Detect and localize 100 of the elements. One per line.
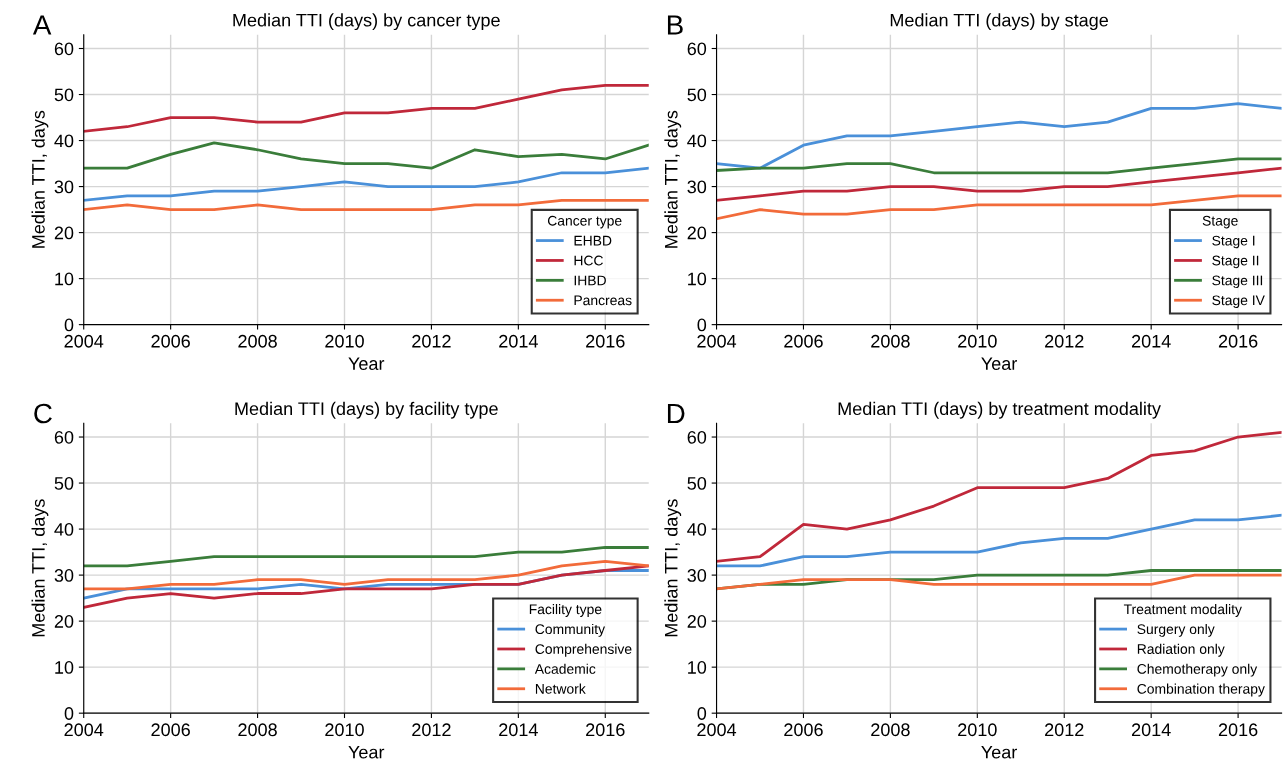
legend-label: HCC	[574, 255, 603, 266]
x-tick-label: 2014	[1132, 334, 1171, 348]
legend-label: Comprehensive	[535, 643, 632, 657]
x-tick-label: 2004	[697, 334, 737, 348]
y-axis-title: Median TTI, days	[664, 110, 682, 248]
y-tick-label: 0	[64, 707, 74, 720]
y-axis-title: Median TTI, days	[31, 110, 49, 248]
legend-label: Network	[535, 683, 586, 694]
x-tick-label: 2008	[238, 334, 277, 348]
legend-label: IHBD	[574, 275, 606, 286]
line-series	[83, 546, 649, 568]
y-tick-label: 20	[687, 226, 707, 240]
text: A	[32, 15, 52, 35]
y-tick-label: 10	[55, 272, 74, 286]
y-tick-label: 40	[687, 523, 707, 536]
x-tick-label: 2006	[784, 334, 823, 348]
x-tick-label: 2006	[784, 723, 823, 737]
legend-label: Surgery only	[1137, 623, 1215, 637]
legend-label: Pancreas	[574, 295, 632, 306]
y-tick-label: 0	[697, 318, 707, 332]
text: B	[667, 15, 683, 35]
y-tick-label: 0	[64, 318, 74, 332]
y-tick-label: 60	[687, 430, 707, 444]
legend-title: Stage	[1202, 215, 1238, 229]
x-axis-title: Year	[348, 745, 385, 759]
legend-label: Stage III	[1212, 275, 1263, 289]
line-series	[83, 141, 649, 170]
x-tick-label: 2016	[1218, 334, 1258, 348]
y-tick-label: 0	[697, 707, 707, 720]
legend-label: Combination therapy	[1137, 683, 1265, 697]
x-tick-label: 2012	[1045, 723, 1084, 737]
line-series	[716, 166, 1282, 202]
y-tick-label: 60	[54, 42, 74, 56]
y-tick-label: 20	[687, 615, 707, 628]
y-tick-label: 20	[54, 615, 74, 628]
legend-title: Facility type	[529, 604, 602, 617]
chart-title: Median TTI (days) by facility type	[235, 401, 498, 419]
x-axis-title: Year	[348, 357, 385, 371]
legend-label: Stage IV	[1212, 295, 1265, 308]
y-tick-label: 40	[687, 134, 707, 148]
line-series	[716, 431, 1282, 563]
y-tick-label: 50	[687, 88, 707, 102]
x-axis-title: Year	[981, 357, 1017, 371]
x-tick-label: 2010	[325, 334, 364, 348]
x-tick-label: 2006	[151, 334, 190, 348]
x-tick-label: 2012	[412, 723, 451, 737]
legend-title: Treatment modality	[1123, 604, 1242, 617]
legend-label: EHBD	[574, 235, 612, 246]
line-series	[716, 102, 1282, 170]
x-tick-label: 2012	[412, 334, 451, 348]
x-tick-label: 2010	[325, 723, 364, 737]
x-tick-label: 2014	[499, 334, 538, 348]
y-tick-label: 50	[54, 476, 74, 490]
x-tick-label: 2008	[871, 334, 910, 348]
x-tick-label: 2008	[238, 723, 277, 737]
x-tick-label: 2010	[958, 723, 997, 737]
legend-title: Cancer type	[547, 215, 622, 229]
text: C	[34, 403, 52, 424]
y-tick-label: 30	[54, 180, 74, 194]
x-axis-title: Year	[981, 745, 1017, 759]
x-tick-label: 2016	[586, 723, 625, 737]
x-tick-label: 2016	[586, 334, 625, 348]
y-tick-label: 10	[688, 272, 707, 286]
y-axis-title: Median TTI, days	[31, 499, 49, 637]
x-tick-label: 2004	[64, 723, 104, 737]
x-tick-label: 2010	[958, 334, 997, 348]
x-tick-label: 2008	[871, 723, 910, 737]
y-tick-label: 50	[54, 88, 74, 102]
y-axis-title: Median TTI, days	[664, 499, 682, 637]
legend-label: Community	[535, 623, 606, 637]
x-tick-label: 2012	[1045, 334, 1084, 348]
x-tick-label: 2014	[499, 723, 538, 737]
text: D	[667, 403, 685, 424]
legend-label: Stage II	[1212, 255, 1259, 269]
y-tick-label: 30	[54, 569, 74, 582]
y-tick-label: 40	[54, 523, 74, 536]
line-series	[83, 559, 649, 591]
line-series	[716, 157, 1282, 175]
x-tick-label: 2016	[1218, 723, 1258, 737]
line-series	[83, 83, 649, 133]
y-tick-label: 10	[55, 661, 74, 674]
y-tick-label: 60	[687, 42, 707, 56]
y-tick-label: 30	[687, 569, 707, 582]
y-tick-label: 40	[54, 134, 74, 148]
legend-label: Radiation only	[1137, 643, 1225, 657]
y-tick-label: 20	[54, 226, 74, 240]
x-tick-label: 2006	[151, 723, 190, 737]
y-tick-label: 30	[687, 180, 707, 194]
line-series	[716, 513, 1282, 568]
legend-label: Chemotherapy only	[1137, 663, 1258, 677]
chart-title: Median TTI (days) by cancer type	[233, 13, 500, 31]
y-tick-label: 60	[54, 430, 74, 444]
y-tick-label: 10	[688, 661, 707, 674]
chart-title: Median TTI (days) by treatment modality	[838, 401, 1161, 419]
legend-label: Academic	[534, 663, 596, 674]
line-series	[83, 166, 649, 202]
y-tick-label: 50	[687, 476, 707, 490]
x-tick-label: 2004	[64, 334, 104, 348]
legend-label: Stage I	[1212, 235, 1255, 249]
x-tick-label: 2014	[1132, 723, 1171, 737]
